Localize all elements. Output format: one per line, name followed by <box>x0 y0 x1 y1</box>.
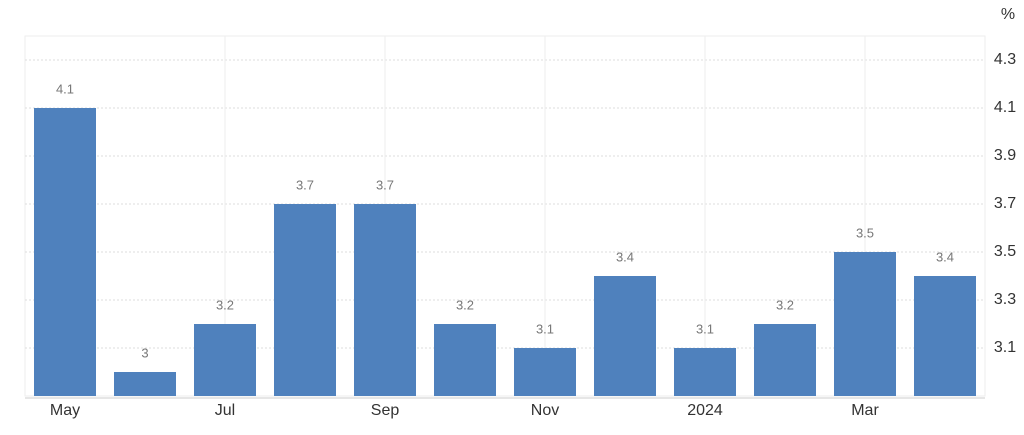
x-tick-label: May <box>50 402 80 419</box>
value-label: 3.4 <box>936 249 954 264</box>
unit-label: % <box>1001 6 1015 23</box>
value-label: 3.2 <box>216 297 234 312</box>
bar <box>834 252 896 396</box>
x-tick-label: Nov <box>531 402 559 419</box>
bar <box>754 324 816 396</box>
bar <box>274 204 336 396</box>
bar <box>514 348 576 396</box>
x-tick-label: Jul <box>215 402 235 419</box>
y-tick-label: 3.9 <box>994 147 1016 164</box>
plot-frame <box>24 35 986 397</box>
value-label: 3.7 <box>376 177 394 192</box>
x-tick-label: Sep <box>371 402 400 419</box>
value-label: 3.1 <box>696 321 714 336</box>
value-label: 3.2 <box>776 297 794 312</box>
value-label: 4.1 <box>56 81 74 96</box>
bar <box>194 324 256 396</box>
y-tick-label: 4.3 <box>994 51 1016 68</box>
bar <box>114 372 176 396</box>
value-label: 3.5 <box>856 225 874 240</box>
y-tick-label: 3.3 <box>994 291 1016 308</box>
value-label: 3.7 <box>296 177 314 192</box>
bar <box>434 324 496 396</box>
value-label: 3.2 <box>456 297 474 312</box>
bar <box>354 204 416 396</box>
bar <box>34 108 96 396</box>
bar <box>594 276 656 396</box>
y-tick-label: 3.7 <box>994 195 1016 212</box>
value-label: 3 <box>141 345 148 360</box>
y-tick-label: 4.1 <box>994 99 1016 116</box>
value-label: 3.1 <box>536 321 554 336</box>
y-tick-label: 3.1 <box>994 339 1016 356</box>
bar <box>914 276 976 396</box>
value-label: 3.4 <box>616 249 634 264</box>
x-tick-label: Mar <box>851 402 879 419</box>
y-tick-label: 3.5 <box>994 243 1016 260</box>
x-tick-label: 2024 <box>687 402 723 419</box>
bar <box>674 348 736 396</box>
